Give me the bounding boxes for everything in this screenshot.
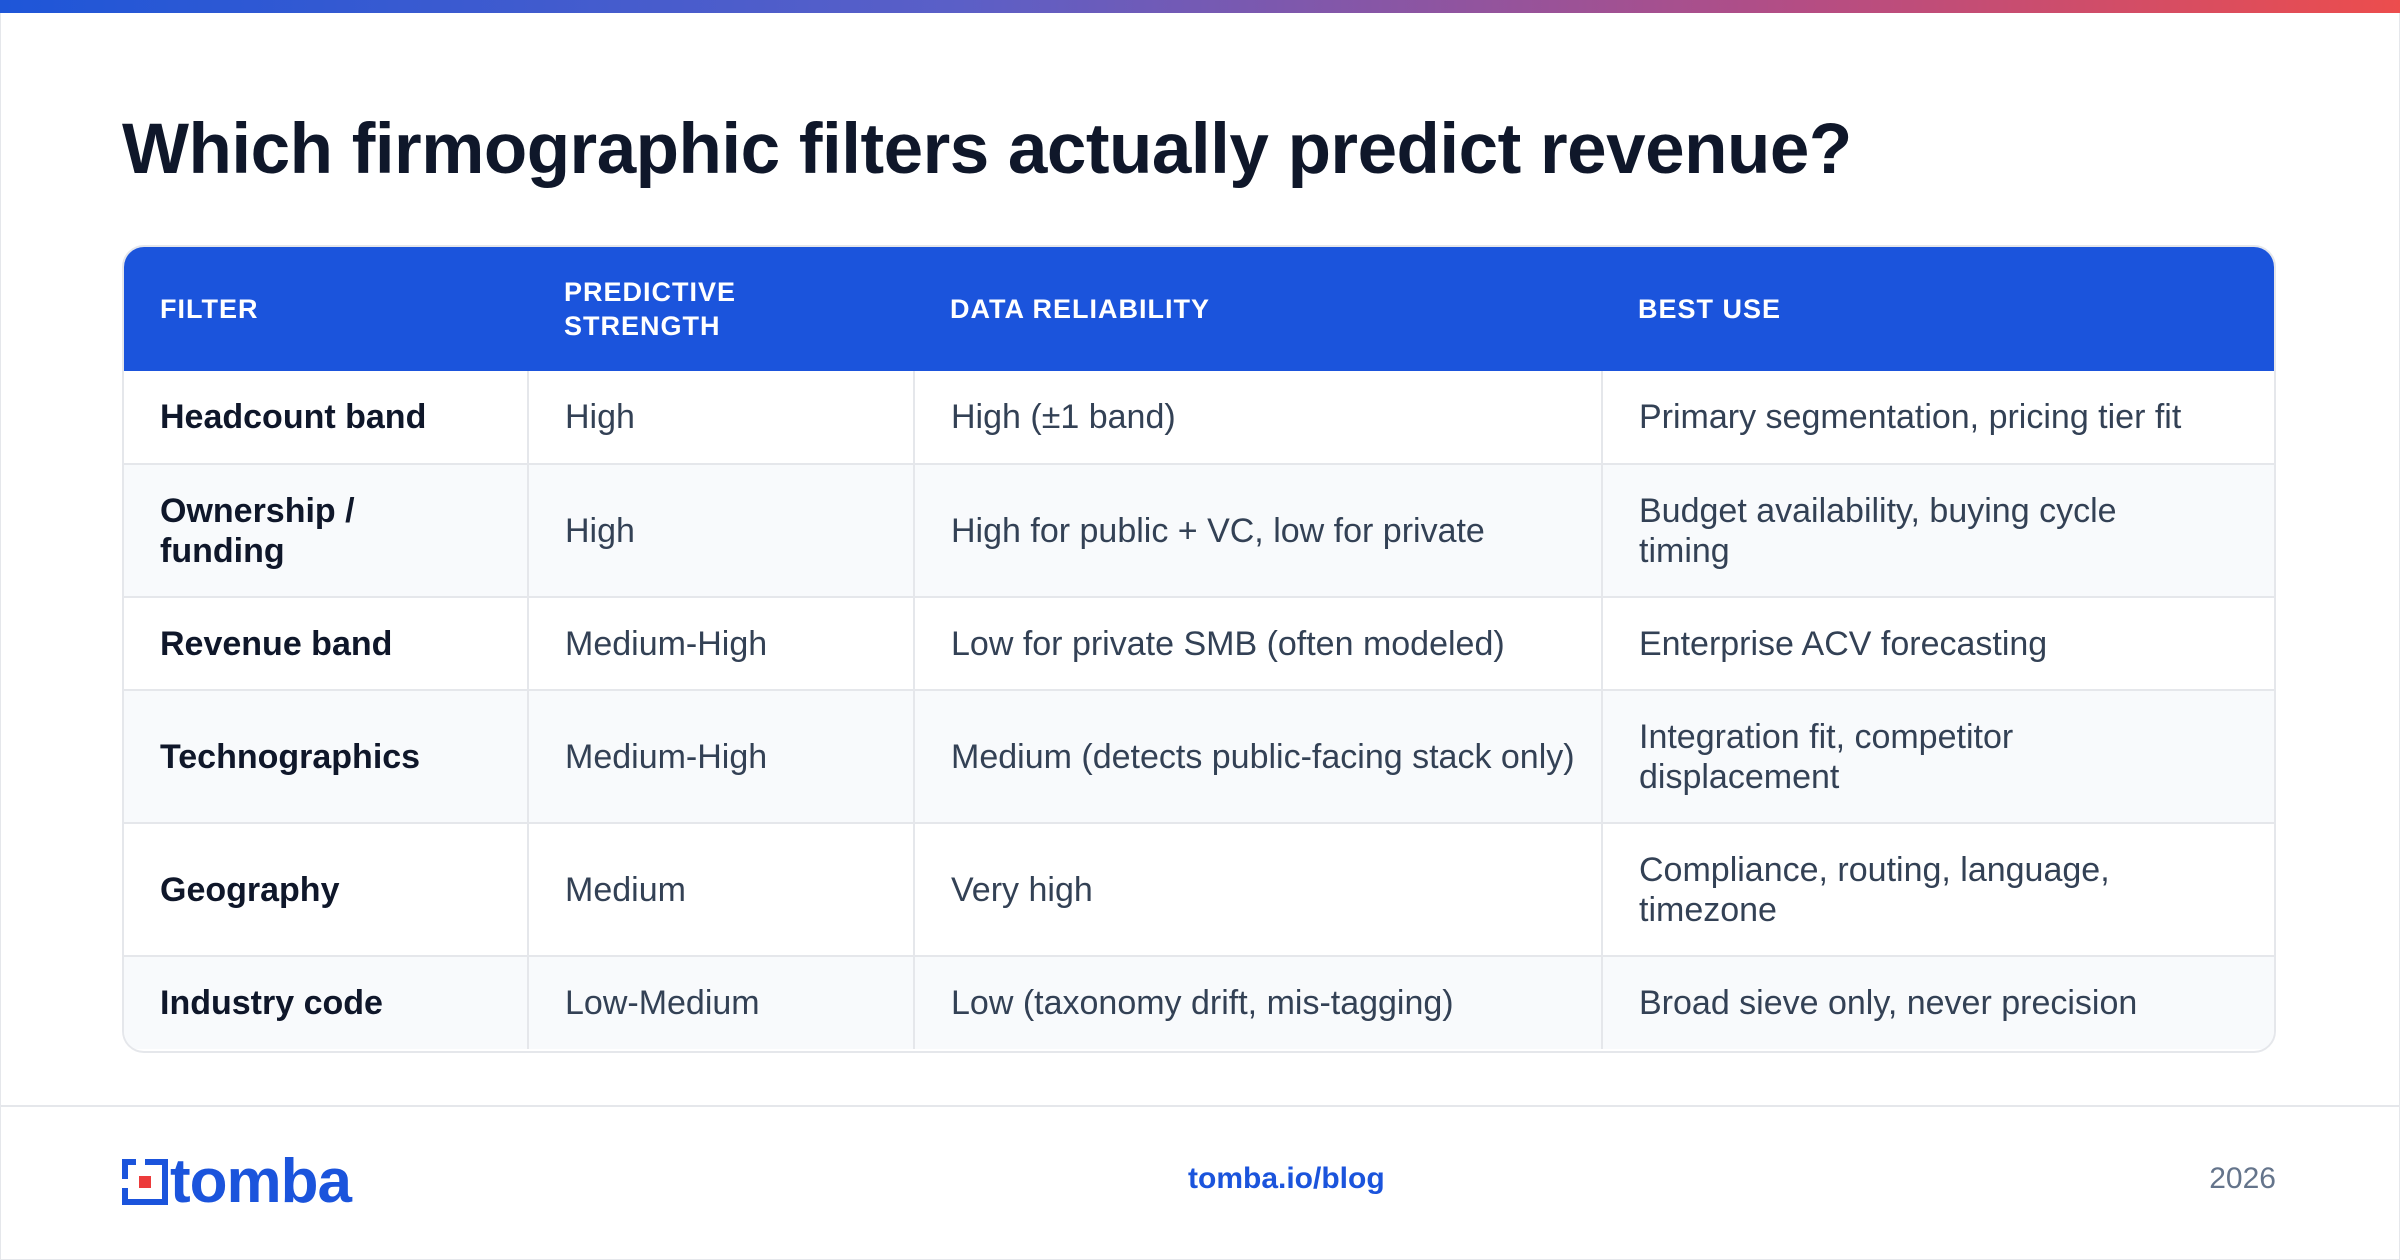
table-row: Geography Medium Very high Compliance, r…: [124, 822, 2274, 956]
cell-best-use: Compliance, routing, language, timezone: [1601, 822, 2274, 956]
comparison-table: FILTER PREDICTIVE STRENGTH DATA RELIABIL…: [122, 245, 2276, 1053]
cell-strength: Medium-High: [527, 689, 914, 823]
gradient-top-bar: [0, 0, 2400, 13]
cell-filter: Revenue band: [124, 596, 528, 690]
table-row: Industry code Low-Medium Low (taxonomy d…: [124, 955, 2274, 1049]
cell-best-use: Broad sieve only, never precision: [1601, 955, 2274, 1049]
cell-reliability: Very high: [913, 822, 1602, 956]
cell-reliability: Low (taxonomy drift, mis-tagging): [913, 955, 1602, 1049]
cell-best-use: Integration fit, competitor displacement: [1601, 689, 2274, 823]
cell-reliability: Medium (detects public-facing stack only…: [913, 689, 1602, 823]
cell-reliability: Low for private SMB (often modeled): [913, 596, 1602, 690]
cell-filter: Ownership / funding: [124, 463, 528, 597]
footer-divider: [0, 1105, 2400, 1107]
cell-strength: High: [527, 463, 914, 597]
table-row: Technographics Medium-High Medium (detec…: [124, 689, 2274, 823]
cell-strength: Medium: [527, 822, 914, 956]
cell-strength: Low-Medium: [527, 955, 914, 1049]
tomba-logo-icon: [122, 1159, 168, 1205]
page-title: Which firmographic filters actually pred…: [122, 110, 1852, 189]
header-filter: FILTER: [160, 294, 259, 324]
cell-filter: Industry code: [124, 955, 528, 1049]
header-predictive-strength: PREDICTIVE STRENGTH: [564, 277, 737, 341]
table-header-row: FILTER PREDICTIVE STRENGTH DATA RELIABIL…: [124, 247, 2274, 371]
cell-best-use: Primary segmentation, pricing tier fit: [1601, 371, 2274, 464]
cell-filter: Technographics: [124, 689, 528, 823]
cell-strength: High: [527, 371, 914, 464]
header-data-reliability: DATA RELIABILITY: [950, 294, 1210, 324]
table-row: Headcount band High High (±1 band) Prima…: [124, 371, 2274, 464]
cell-best-use: Budget availability, buying cycle timing: [1601, 463, 2274, 597]
table-row: Ownership / funding High High for public…: [124, 463, 2274, 597]
header-best-use: BEST USE: [1638, 294, 1782, 324]
tomba-logo-text: tomba: [170, 1147, 352, 1216]
cell-filter: Headcount band: [160, 398, 427, 436]
cell-best-use: Enterprise ACV forecasting: [1601, 596, 2274, 690]
cell-reliability: High for public + VC, low for private: [913, 463, 1602, 597]
footer-year: 2026: [2209, 1162, 2276, 1195]
cell-strength: Medium-High: [527, 596, 914, 690]
cell-filter: Geography: [124, 822, 528, 956]
table-row: Revenue band Medium-High Low for private…: [124, 596, 2274, 690]
blog-link[interactable]: tomba.io/blog: [1188, 1162, 1385, 1195]
cell-reliability: High (±1 band): [913, 371, 1602, 464]
tomba-logo[interactable]: tomba: [122, 1147, 352, 1216]
